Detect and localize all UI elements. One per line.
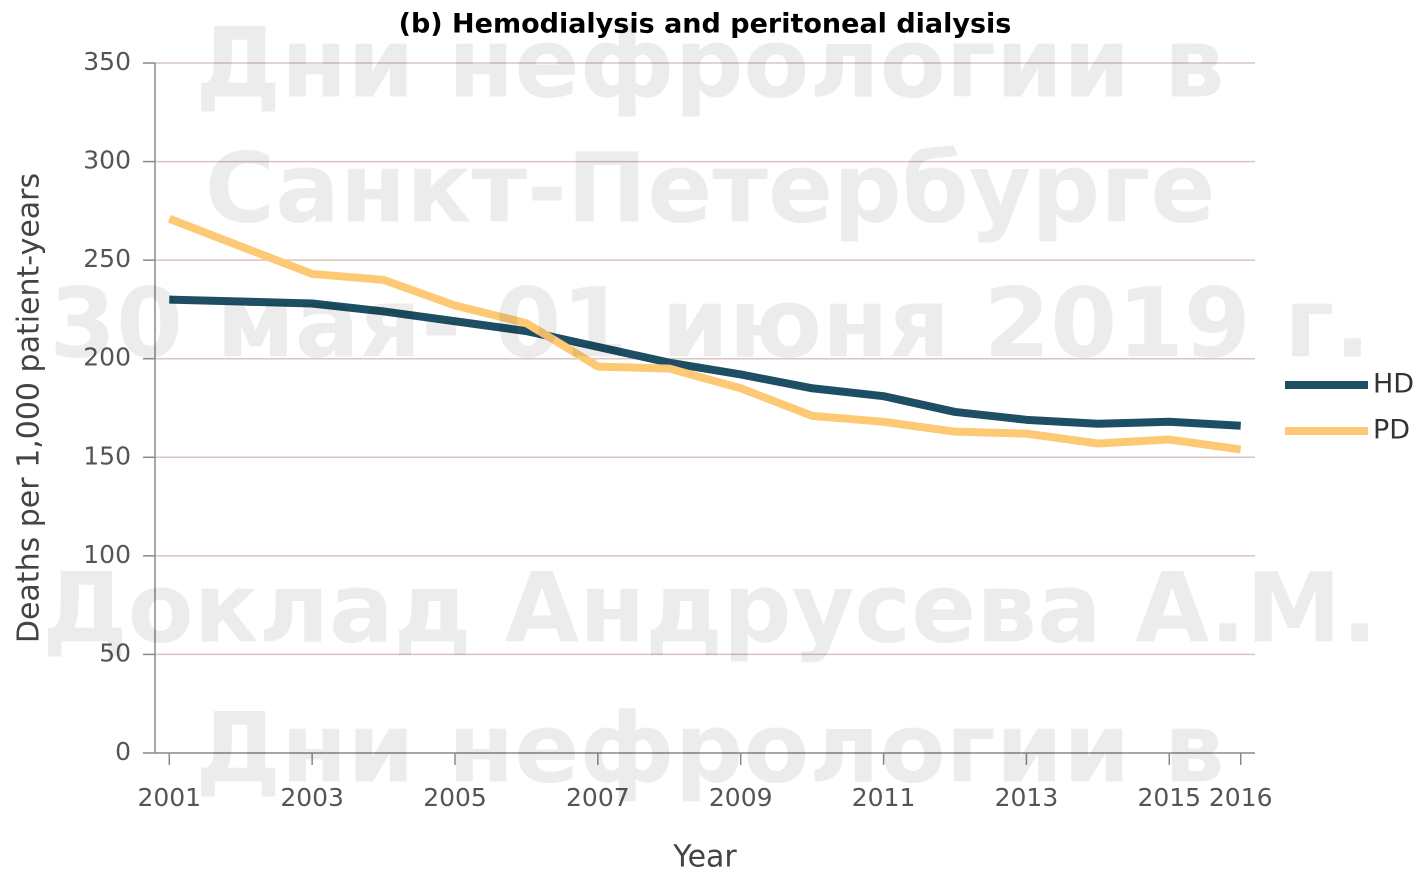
watermark: Дни нефрологии в <box>196 7 1225 119</box>
chart-title: (b) Hemodialysis and peritoneal dialysis <box>399 9 1012 40</box>
y-tick-label: 250 <box>83 244 131 273</box>
x-tick-label: 2013 <box>995 783 1059 812</box>
watermark: Дни нефрологии в <box>196 692 1225 804</box>
watermark: 30 мая- 01 июня 2019 г. <box>49 267 1370 379</box>
x-tick-label: 2015 <box>1137 783 1201 812</box>
watermark: Доклад Андрусева А.М. <box>42 552 1378 664</box>
y-tick-label: 350 <box>83 47 131 76</box>
x-axis-label: Year <box>672 840 737 873</box>
x-tick-label: 2007 <box>566 783 630 812</box>
x-tick-label: 2016 <box>1209 783 1273 812</box>
x-tick-label: 2009 <box>709 783 773 812</box>
x-tick-label: 2011 <box>852 783 916 812</box>
x-tick-label: 2003 <box>280 783 344 812</box>
y-tick-label: 150 <box>83 441 131 470</box>
y-tick-label: 0 <box>115 737 131 766</box>
y-tick-label: 100 <box>83 540 131 569</box>
x-tick-label: 2005 <box>423 783 487 812</box>
series-line <box>169 295 1241 430</box>
watermark: Санкт-Петербурге <box>205 132 1216 244</box>
legend-label: HD <box>1373 369 1414 400</box>
x-tick-label: 2001 <box>137 783 201 812</box>
y-tick-label: 300 <box>83 146 131 175</box>
y-axis-label: Deaths per 1,000 patient-years <box>12 173 47 643</box>
series-line <box>167 215 1242 454</box>
y-tick-label: 200 <box>83 343 131 372</box>
legend-label: PD <box>1373 415 1410 446</box>
y-tick-label: 50 <box>99 638 131 667</box>
